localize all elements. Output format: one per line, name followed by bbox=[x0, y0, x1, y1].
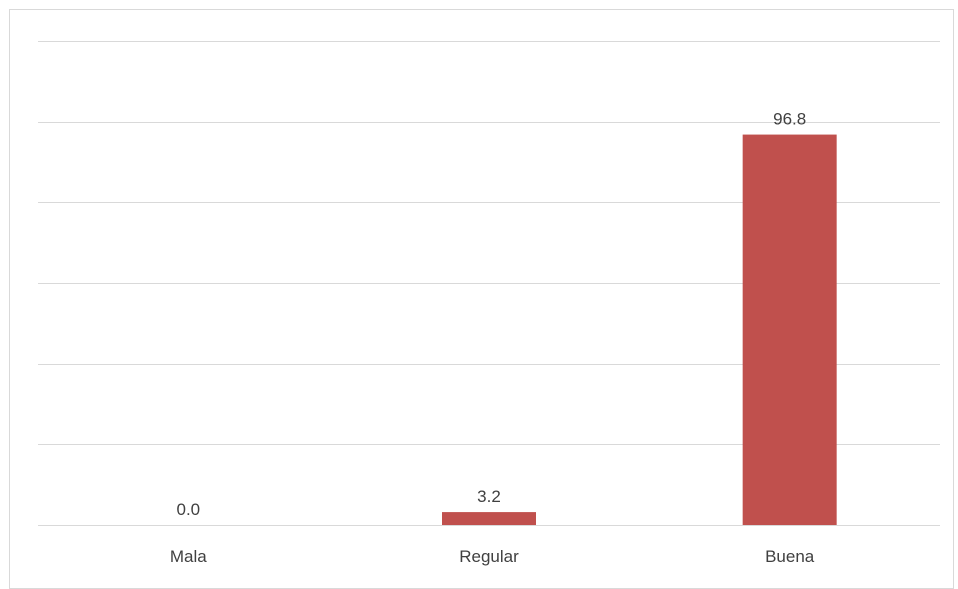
x-tick-label-mala: Mala bbox=[170, 547, 207, 566]
bar-regular bbox=[442, 512, 536, 525]
bar-buena bbox=[742, 134, 837, 525]
x-tick-label-regular: Regular bbox=[459, 547, 519, 566]
data-label-mala: 0.0 bbox=[177, 500, 201, 519]
bars bbox=[442, 134, 837, 525]
data-label-buena: 96.8 bbox=[773, 110, 806, 129]
data-labels: 0.0 3.2 96.8 bbox=[177, 110, 807, 519]
data-label-regular: 3.2 bbox=[477, 487, 501, 506]
x-tick-labels: Mala Regular Buena bbox=[170, 547, 815, 566]
x-tick-label-buena: Buena bbox=[765, 547, 815, 566]
